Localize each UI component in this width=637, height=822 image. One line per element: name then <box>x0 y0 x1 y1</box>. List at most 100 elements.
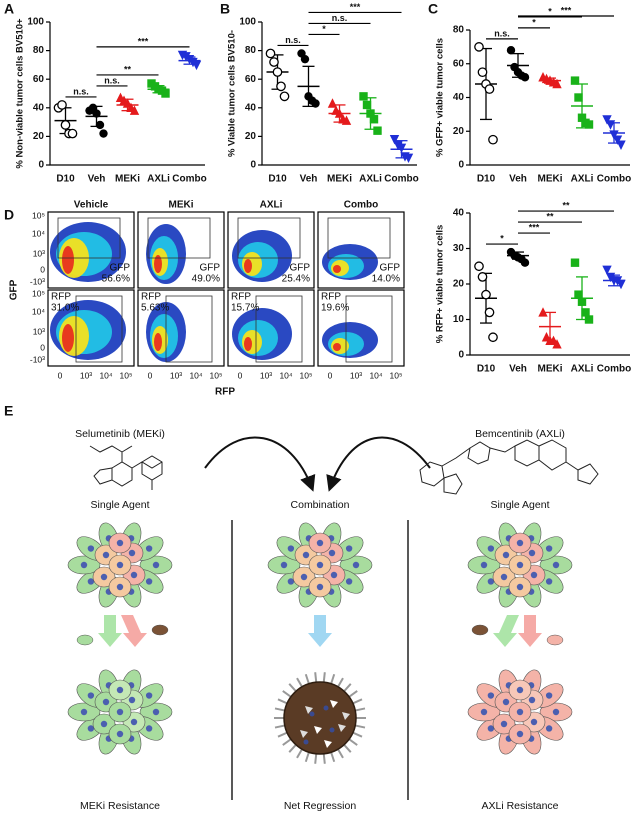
nucleus <box>302 551 310 559</box>
y-tick-label: 60 <box>33 74 45 85</box>
outcome-label: MEKi Resistance <box>80 800 160 812</box>
point <box>577 113 587 122</box>
point <box>276 81 286 92</box>
nucleus <box>145 545 153 552</box>
flow-y-tick-label: 10⁴ <box>32 306 45 316</box>
point <box>99 129 108 138</box>
flow-x-tick-label: 0 <box>328 370 333 380</box>
panel-label: C <box>428 1 438 17</box>
point <box>538 307 548 317</box>
nucleus <box>552 708 560 716</box>
x-tick-label: AXLi <box>147 174 170 185</box>
nucleus <box>516 686 524 694</box>
point <box>520 258 530 267</box>
nucleus <box>329 727 335 733</box>
nucleus <box>116 583 124 591</box>
flow-x-tick-label: 10³ <box>260 370 272 380</box>
nucleus <box>130 571 138 579</box>
point <box>60 120 71 130</box>
nucleus <box>145 692 153 699</box>
point <box>488 332 498 343</box>
nucleus <box>316 561 324 569</box>
flow-y-tick-label: 10⁵ <box>32 288 45 298</box>
significance-label: n.s. <box>285 35 301 45</box>
x-tick-label: D10 <box>477 174 496 185</box>
x-tick-label: MEKi <box>538 364 563 375</box>
flow-x-tick-label: 10⁴ <box>99 370 112 380</box>
nucleus <box>316 583 324 591</box>
y-tick-label: 40 <box>453 92 465 103</box>
nucleus <box>345 578 353 585</box>
gate-label: GFP <box>199 263 220 274</box>
y-axis-label: % GFP+ viable tumor cells <box>435 38 446 157</box>
flow-x-tick-label: 0 <box>148 370 153 380</box>
drug-name: Bemcentinib (AXLi) <box>475 428 565 440</box>
gate-value: 5.63% <box>141 303 169 314</box>
gate-value: 31.0% <box>51 303 79 314</box>
point <box>574 290 583 299</box>
nucleus <box>480 708 488 716</box>
nucleus <box>145 578 153 585</box>
nucleus <box>128 549 136 557</box>
axis <box>469 30 630 166</box>
point <box>311 99 320 108</box>
significance-label: *** <box>529 222 540 232</box>
x-tick-label: Veh <box>509 364 527 375</box>
point <box>359 92 368 101</box>
nucleus <box>487 692 495 699</box>
nucleus <box>287 578 295 585</box>
y-tick-label: 80 <box>245 45 257 56</box>
flow-x-tick-label: 10³ <box>170 370 182 380</box>
nucleus <box>128 696 136 704</box>
point <box>474 261 484 272</box>
nucleus <box>152 708 160 716</box>
y-tick-label: 20 <box>245 131 257 142</box>
nucleus <box>330 571 338 579</box>
significance-label: *** <box>138 36 149 46</box>
flow-y-tick-label: 10³ <box>33 248 45 258</box>
nucleus <box>516 561 524 569</box>
point <box>92 109 101 118</box>
point <box>584 120 594 129</box>
gate-label: RFP <box>231 292 251 303</box>
point <box>574 93 583 102</box>
nucleus <box>100 720 108 728</box>
point <box>602 265 612 275</box>
significance-label: * <box>500 233 504 243</box>
nucleus <box>102 551 110 559</box>
nucleus <box>116 561 124 569</box>
point <box>506 46 516 55</box>
nucleus <box>530 718 538 726</box>
nucleus <box>309 711 315 717</box>
nucleus <box>116 708 124 716</box>
x-tick-label: Veh <box>300 174 318 185</box>
point <box>334 108 345 118</box>
nucleus <box>87 545 95 552</box>
gate-label: RFP <box>321 292 341 303</box>
nucleus <box>516 708 524 716</box>
y-axis-label: % Non-viable tumor cells BV510+ <box>15 18 26 169</box>
flow-x-tick-label: 10⁵ <box>120 370 133 380</box>
point <box>396 143 407 154</box>
significance-label: n.s. <box>494 28 510 38</box>
significance-label: * <box>532 17 536 27</box>
nucleus <box>480 561 488 569</box>
flow-x-tick-label: 10⁴ <box>279 370 292 380</box>
y-tick-label: 100 <box>27 17 44 28</box>
flow-y-tick-label: 10³ <box>33 326 45 336</box>
point <box>57 100 67 110</box>
flow-x-tick-label: 10³ <box>350 370 362 380</box>
nucleus <box>280 561 288 569</box>
nucleus <box>152 561 160 569</box>
gate-value: 15.7% <box>231 303 259 314</box>
escaping-cell <box>151 624 169 636</box>
panel-label: B <box>220 1 230 17</box>
point <box>129 105 140 115</box>
nucleus <box>528 696 536 704</box>
nucleus <box>352 561 360 569</box>
gate-label: GFP <box>289 263 310 274</box>
point <box>609 130 619 140</box>
nucleus <box>130 718 138 726</box>
density-blob <box>154 255 162 273</box>
